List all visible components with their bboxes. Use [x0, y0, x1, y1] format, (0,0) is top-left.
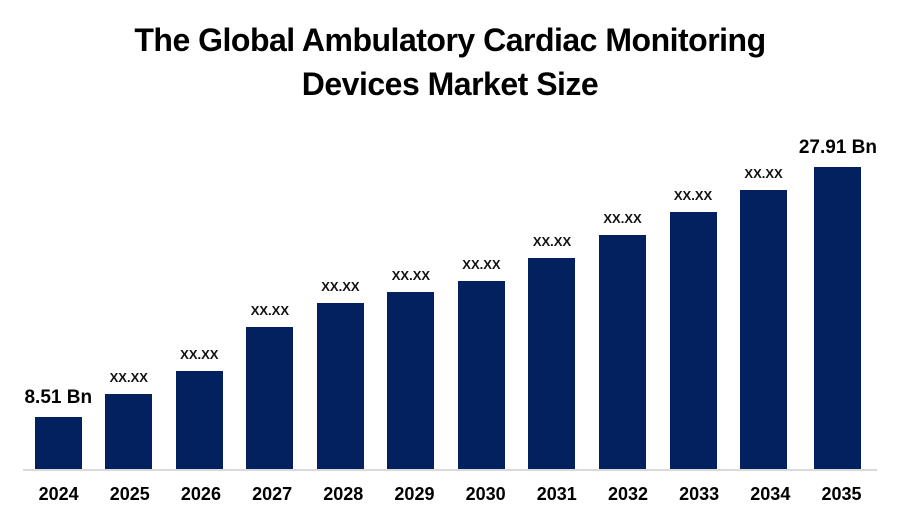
bar-column: XX.XX — [305, 279, 376, 469]
bar-column: XX.XX — [164, 347, 235, 469]
bar — [316, 303, 364, 469]
plot-area: 8.51 Bn XX.XX XX.XX XX.XX XX.XX XX.XX XX… — [23, 137, 877, 469]
bar-value-label: XX.XX — [250, 303, 289, 318]
x-axis-tick-label: 2030 — [465, 484, 506, 504]
bar — [669, 212, 717, 469]
bar — [740, 190, 788, 469]
bar-value-label: XX.XX — [673, 188, 713, 203]
bar — [246, 327, 294, 469]
bar-value-label: XX.XX — [603, 211, 642, 226]
bar-value-label: 27.91 Bn — [798, 137, 877, 158]
x-axis-line — [23, 469, 877, 471]
x-axis-tick-label: 2035 — [821, 484, 862, 504]
bar-value-label: XX.XX — [180, 347, 219, 362]
chart-title-line2: Devices Market Size — [301, 66, 599, 102]
bar — [457, 281, 505, 469]
bar-value-label: XX.XX — [532, 234, 572, 249]
bar — [387, 292, 435, 469]
x-axis-tick-label: 2032 — [607, 484, 648, 504]
x-axis-tick-label: 2034 — [750, 484, 791, 504]
bar-value-label: XX.XX — [321, 279, 360, 294]
bar — [175, 371, 223, 469]
x-axis-tick-label: 2031 — [536, 484, 577, 504]
bar-column: XX.XX — [728, 166, 799, 469]
bar-column: XX.XX — [658, 188, 729, 469]
bar — [814, 167, 862, 469]
x-axis-tick-label: 2026 — [180, 484, 221, 504]
bar-value-label: 8.51 Bn — [24, 387, 93, 408]
bar — [105, 394, 153, 469]
x-axis-tick-label: 2033 — [679, 484, 720, 504]
bar — [34, 417, 82, 469]
chart-title-line1: The Global Ambulatory Cardiac Monitoring — [134, 22, 766, 58]
chart-title: The Global Ambulatory Cardiac Monitoring… — [0, 18, 900, 106]
x-axis-tick-label: 2028 — [323, 484, 364, 504]
bar-value-label: XX.XX — [109, 370, 148, 385]
bar-value-label: XX.XX — [391, 268, 431, 283]
x-axis-tick-labels: 2024 2025 2026 2027 2028 2029 2030 2031 … — [23, 484, 877, 504]
bar-column: XX.XX — [517, 234, 588, 469]
x-axis-tick-label: 2024 — [38, 484, 79, 504]
bar-column: XX.XX — [376, 268, 447, 469]
x-axis-tick-label: 2025 — [109, 484, 150, 504]
bar — [599, 235, 647, 469]
bar-column: 8.51 Bn — [23, 387, 94, 469]
bar-value-label: XX.XX — [462, 257, 501, 272]
bar-value-label: XX.XX — [744, 166, 783, 181]
bar-column: XX.XX — [94, 370, 165, 469]
x-axis-tick-label: 2029 — [394, 484, 435, 504]
bar-column: 27.91 Bn — [799, 137, 877, 469]
x-axis-tick-label: 2027 — [252, 484, 293, 504]
bar — [528, 258, 576, 469]
bar-column: XX.XX — [587, 211, 658, 469]
bar-column: XX.XX — [446, 257, 517, 469]
bar-column: XX.XX — [235, 303, 306, 469]
